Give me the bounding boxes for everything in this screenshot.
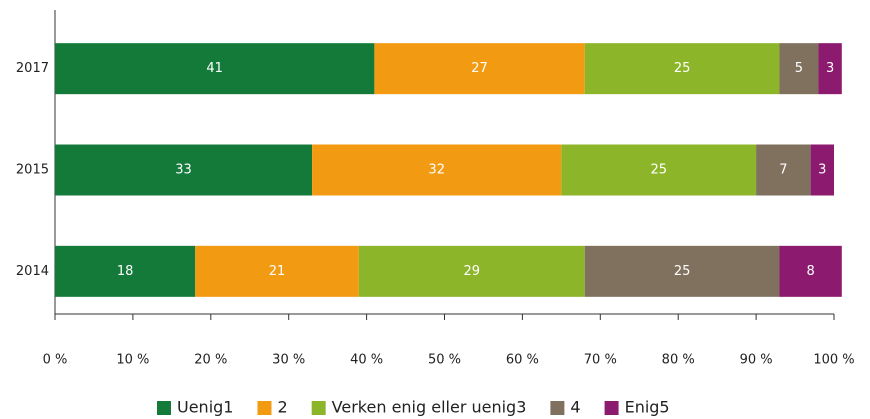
data-label: 18 — [117, 264, 134, 279]
bar-segment — [584, 43, 780, 95]
legend-label: 4 — [570, 398, 580, 417]
bar-segment — [818, 43, 842, 95]
x-tick-label: 0 % — [43, 353, 68, 368]
data-label: 27 — [471, 61, 488, 76]
legend-swatch — [604, 401, 619, 415]
x-tick-label: 10 % — [116, 353, 149, 368]
bar-segment — [195, 245, 359, 297]
data-label: 33 — [175, 163, 192, 178]
bar-segment — [374, 43, 585, 95]
legend-label: 2 — [277, 398, 287, 417]
legend-swatch — [257, 401, 272, 415]
data-label: 3 — [818, 163, 826, 178]
data-label: 29 — [463, 264, 480, 279]
data-label: 7 — [779, 163, 787, 178]
data-label: 8 — [806, 264, 814, 279]
x-tick-label: 60 % — [506, 353, 539, 368]
legend-label: Enig5 — [625, 398, 670, 417]
y-tick-label: 2014 — [16, 264, 49, 279]
bar-segment — [779, 43, 819, 95]
y-tick-label: 2017 — [16, 61, 49, 76]
x-tick-label: 100 % — [813, 353, 854, 368]
x-tick-label: 70 % — [584, 353, 617, 368]
legend-swatch — [311, 401, 326, 415]
data-label: 3 — [826, 61, 834, 76]
bar-segment — [55, 43, 375, 95]
bar-segment — [358, 245, 585, 297]
bar-segment — [779, 245, 842, 297]
x-tick-label: 40 % — [350, 353, 383, 368]
data-label: 41 — [206, 61, 223, 76]
x-tick-label: 90 % — [740, 353, 773, 368]
data-label: 25 — [674, 264, 691, 279]
x-tick-label: 30 % — [272, 353, 305, 368]
bar-segment — [312, 144, 562, 196]
legend-label: Verken enig eller uenig3 — [332, 398, 527, 417]
x-tick-label: 80 % — [662, 353, 695, 368]
data-label: 25 — [650, 163, 667, 178]
legend-swatch — [550, 401, 565, 415]
data-label: 25 — [674, 61, 691, 76]
x-tick-label: 20 % — [194, 353, 227, 368]
bar-segment — [756, 144, 811, 196]
bar-segment — [561, 144, 757, 196]
legend-label: Uenig1 — [177, 398, 233, 417]
y-tick-label: 2015 — [16, 163, 49, 178]
data-label: 32 — [428, 163, 445, 178]
data-label: 5 — [795, 61, 803, 76]
bar-segment — [810, 144, 834, 196]
bar-segment — [55, 144, 313, 196]
legend-swatch — [157, 401, 171, 415]
x-tick-label: 50 % — [428, 353, 461, 368]
bar-segment — [55, 245, 196, 297]
bar-segment — [584, 245, 780, 297]
data-label: 21 — [269, 264, 286, 279]
